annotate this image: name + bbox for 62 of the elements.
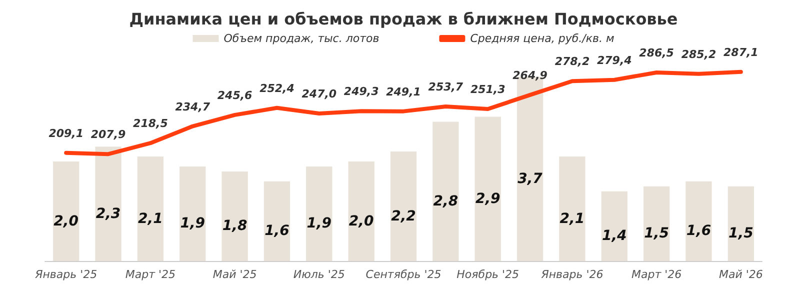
data-label: 253,7 [428, 80, 464, 94]
data-label: 2,0 [348, 213, 374, 230]
bar [601, 191, 628, 261]
bar [686, 181, 712, 261]
x-tick-label: Январь '25 [34, 268, 98, 281]
data-label: 1,5 [644, 226, 670, 242]
bar [728, 186, 754, 261]
data-label: 1,9 [180, 216, 206, 232]
data-label: 2,1 [560, 210, 585, 227]
x-tick-label: Май '26 [718, 268, 763, 281]
data-label: 286,5 [639, 46, 674, 60]
data-label: 285,2 [681, 48, 716, 61]
bar [559, 156, 586, 261]
data-label: 1,9 [306, 216, 332, 232]
data-label: 2,0 [54, 213, 79, 230]
bar [53, 162, 80, 261]
bar [432, 122, 459, 261]
x-tick-label: Май '25 [212, 268, 257, 281]
data-label: 279,4 [596, 54, 632, 67]
data-label: 2,1 [138, 210, 163, 227]
data-label: 218,5 [133, 117, 168, 130]
data-label: 234,7 [175, 100, 210, 114]
data-label: 247,0 [302, 88, 337, 101]
data-label: 207,9 [90, 128, 126, 142]
x-tick-label: Март '25 [125, 268, 176, 281]
data-label: 1,6 [686, 223, 712, 240]
data-label: 264,9 [512, 68, 548, 82]
data-label: 209,1 [48, 126, 84, 140]
data-label: 2,2 [391, 208, 416, 224]
x-tick-label: Сентябрь '25 [366, 268, 442, 281]
bar [264, 181, 290, 261]
data-label: 2,3 [96, 206, 121, 222]
bar [643, 186, 670, 261]
data-label: 287,1 [724, 46, 758, 59]
bar [348, 162, 374, 261]
x-tick-label: Март '26 [631, 268, 682, 281]
data-label: 245,6 [217, 88, 253, 102]
bar [222, 171, 248, 261]
chart-title: Динамика цен и объемов продаж в ближнем Подмосковье [129, 10, 678, 28]
data-label: 249,3 [344, 85, 380, 98]
bar [306, 166, 332, 261]
data-label: 1,5 [728, 226, 754, 242]
bar [390, 152, 417, 261]
bar [137, 156, 164, 261]
x-tick-label: Июль '25 [293, 268, 345, 281]
bar [95, 146, 122, 261]
data-label: 252,4 [260, 82, 294, 95]
data-label: 3,7 [518, 170, 543, 187]
data-label: 2,9 [475, 190, 501, 207]
data-label: 249,1 [386, 85, 421, 98]
data-label: 251,3 [470, 83, 506, 96]
legend-label: Объем продаж, тыс. лотов [224, 32, 380, 45]
legend-label: Средняя цена, руб./кв. м [470, 32, 614, 45]
data-label: 2,8 [433, 193, 458, 210]
x-tick-label: Ноябрь '25 [456, 268, 520, 281]
x-tick-label: Январь '26 [540, 268, 604, 281]
data-label: 1,8 [222, 218, 248, 234]
bar [474, 116, 501, 261]
data-label: 1,6 [264, 223, 290, 240]
data-label: 1,4 [602, 228, 627, 244]
data-label: 278,2 [554, 55, 590, 68]
bar [180, 166, 206, 261]
